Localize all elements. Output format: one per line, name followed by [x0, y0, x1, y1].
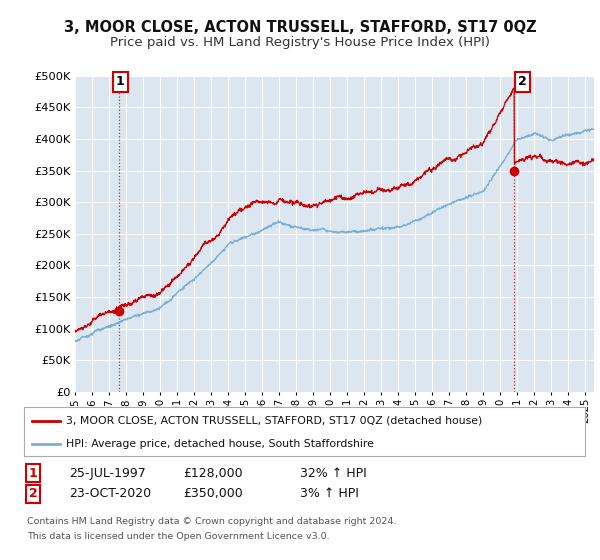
Text: 2: 2 — [518, 76, 527, 88]
Text: 3, MOOR CLOSE, ACTON TRUSSELL, STAFFORD, ST17 0QZ: 3, MOOR CLOSE, ACTON TRUSSELL, STAFFORD,… — [64, 20, 536, 35]
Text: 3% ↑ HPI: 3% ↑ HPI — [300, 487, 359, 501]
Text: 1: 1 — [29, 466, 37, 480]
Text: This data is licensed under the Open Government Licence v3.0.: This data is licensed under the Open Gov… — [27, 532, 329, 541]
Text: £128,000: £128,000 — [183, 466, 242, 480]
Text: 2: 2 — [29, 487, 37, 501]
Text: Price paid vs. HM Land Registry's House Price Index (HPI): Price paid vs. HM Land Registry's House … — [110, 36, 490, 49]
Text: 23-OCT-2020: 23-OCT-2020 — [69, 487, 151, 501]
Text: 32% ↑ HPI: 32% ↑ HPI — [300, 466, 367, 480]
Text: 3, MOOR CLOSE, ACTON TRUSSELL, STAFFORD, ST17 0QZ (detached house): 3, MOOR CLOSE, ACTON TRUSSELL, STAFFORD,… — [66, 416, 482, 426]
Text: £350,000: £350,000 — [183, 487, 243, 501]
Text: 1: 1 — [116, 76, 125, 88]
Text: HPI: Average price, detached house, South Staffordshire: HPI: Average price, detached house, Sout… — [66, 439, 374, 449]
Text: Contains HM Land Registry data © Crown copyright and database right 2024.: Contains HM Land Registry data © Crown c… — [27, 517, 397, 526]
Text: 25-JUL-1997: 25-JUL-1997 — [69, 466, 146, 480]
